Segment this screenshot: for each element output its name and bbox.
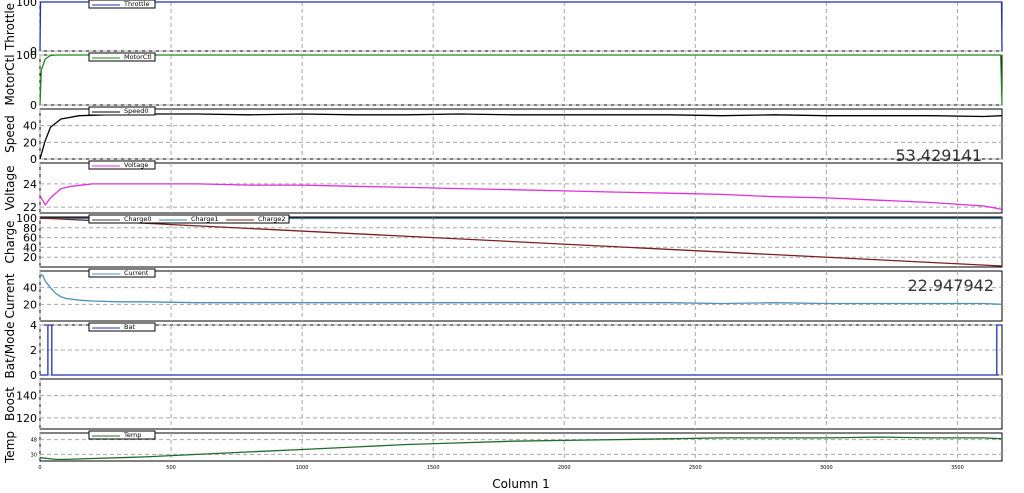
legend-label-motorctl: MotorCtl xyxy=(124,53,152,61)
x-axis-label: Column 1 xyxy=(492,477,549,491)
series-line-voltage xyxy=(39,183,1003,211)
y-axis-label-throttle: Throttle xyxy=(3,3,17,51)
series-line-temp xyxy=(39,436,1003,461)
series-line-throttle xyxy=(39,1,1003,52)
series-line-speed0 xyxy=(39,113,1003,160)
panel-frame-bat-mode xyxy=(39,324,1003,376)
x-tick-label: 3500 xyxy=(951,465,964,471)
y-axis-label-bat-mode: Bat/Mode xyxy=(3,321,17,378)
legend-box xyxy=(88,430,156,440)
x-tick-label: 3000 xyxy=(820,465,833,471)
y-axis-label-charge: Charge xyxy=(3,220,17,263)
panel-frame-motorctl xyxy=(39,54,1003,106)
legend-label-throttle: Throttle xyxy=(123,0,150,8)
legend-box xyxy=(88,0,156,9)
y-tick-label: 100 xyxy=(16,0,37,9)
legend-box xyxy=(88,106,156,116)
series-line-charge2 xyxy=(39,217,1003,267)
y-tick-label: 0 xyxy=(30,45,37,58)
legend-label-voltage: Voltage xyxy=(124,161,148,169)
panel-frame-speed xyxy=(39,108,1003,160)
y-tick-label: 20 xyxy=(23,251,37,264)
y-axis-label-temp: Temp xyxy=(3,431,17,464)
y-tick-label: 60 xyxy=(23,232,37,245)
x-tick-label: 0 xyxy=(38,465,41,471)
panel-frame-voltage xyxy=(39,162,1003,214)
series-line-current xyxy=(40,274,1003,305)
legend-box xyxy=(88,322,156,332)
legend-label-temp: Temp xyxy=(123,431,141,439)
legend-box xyxy=(88,160,156,170)
speed-readout: 53.429141 xyxy=(895,146,982,165)
legend-label-bat: Bat xyxy=(124,323,135,331)
y-tick-label: 40 xyxy=(23,282,37,295)
y-axis-label-motorctl: MotorCtl xyxy=(3,54,17,105)
legend-label-charge0: Charge0 xyxy=(124,215,151,223)
series-line-bat xyxy=(40,324,1002,376)
y-tick-label: 140 xyxy=(16,390,37,403)
legend-label-current: Current xyxy=(124,269,149,277)
legend-box xyxy=(88,214,290,224)
legend-label-charge2: Charge2 xyxy=(258,215,285,223)
y-tick-label: 2 xyxy=(30,344,37,357)
y-axis-label-speed: Speed xyxy=(3,115,17,153)
y-tick-label: 100 xyxy=(16,212,37,225)
y-tick-label: 0 xyxy=(30,369,37,382)
y-tick-label: 100 xyxy=(16,49,37,62)
y-tick-label: 48 xyxy=(31,438,37,444)
y-axis-label-current: Current xyxy=(3,273,17,318)
y-tick-label: 0 xyxy=(30,99,37,112)
y-tick-label: 4 xyxy=(30,319,37,332)
y-tick-label: 20 xyxy=(23,298,37,311)
y-tick-label: 120 xyxy=(16,412,37,425)
y-tick-label: 20 xyxy=(23,136,37,149)
y-tick-label: 0 xyxy=(30,153,37,166)
y-tick-label: 40 xyxy=(23,120,37,133)
panel-frame-current xyxy=(39,270,1003,322)
legend-box xyxy=(88,52,156,62)
y-tick-label: 40 xyxy=(23,241,37,254)
y-tick-label: 24 xyxy=(23,178,37,191)
panel-frame-boost xyxy=(39,378,1003,430)
y-axis-label-boost: Boost xyxy=(3,387,17,421)
legend-box xyxy=(88,268,156,278)
series-line-motorctl xyxy=(39,54,1003,106)
y-tick-label: 30 xyxy=(31,452,37,458)
x-tick-label: 2500 xyxy=(689,465,702,471)
y-axis-label-voltage: Voltage xyxy=(3,165,17,210)
y-tick-label: 22 xyxy=(23,201,37,214)
x-tick-label: 2000 xyxy=(558,465,571,471)
legend-label-speed0: Speed0 xyxy=(124,107,149,115)
x-tick-label: 1000 xyxy=(296,465,309,471)
y-tick-label: 80 xyxy=(23,222,37,235)
current-readout: 22.947942 xyxy=(907,276,994,295)
panel-frame-throttle xyxy=(39,1,1003,52)
x-tick-label: 1500 xyxy=(427,465,440,471)
x-tick-label: 500 xyxy=(166,465,176,471)
legend-label-charge1: Charge1 xyxy=(191,215,218,223)
